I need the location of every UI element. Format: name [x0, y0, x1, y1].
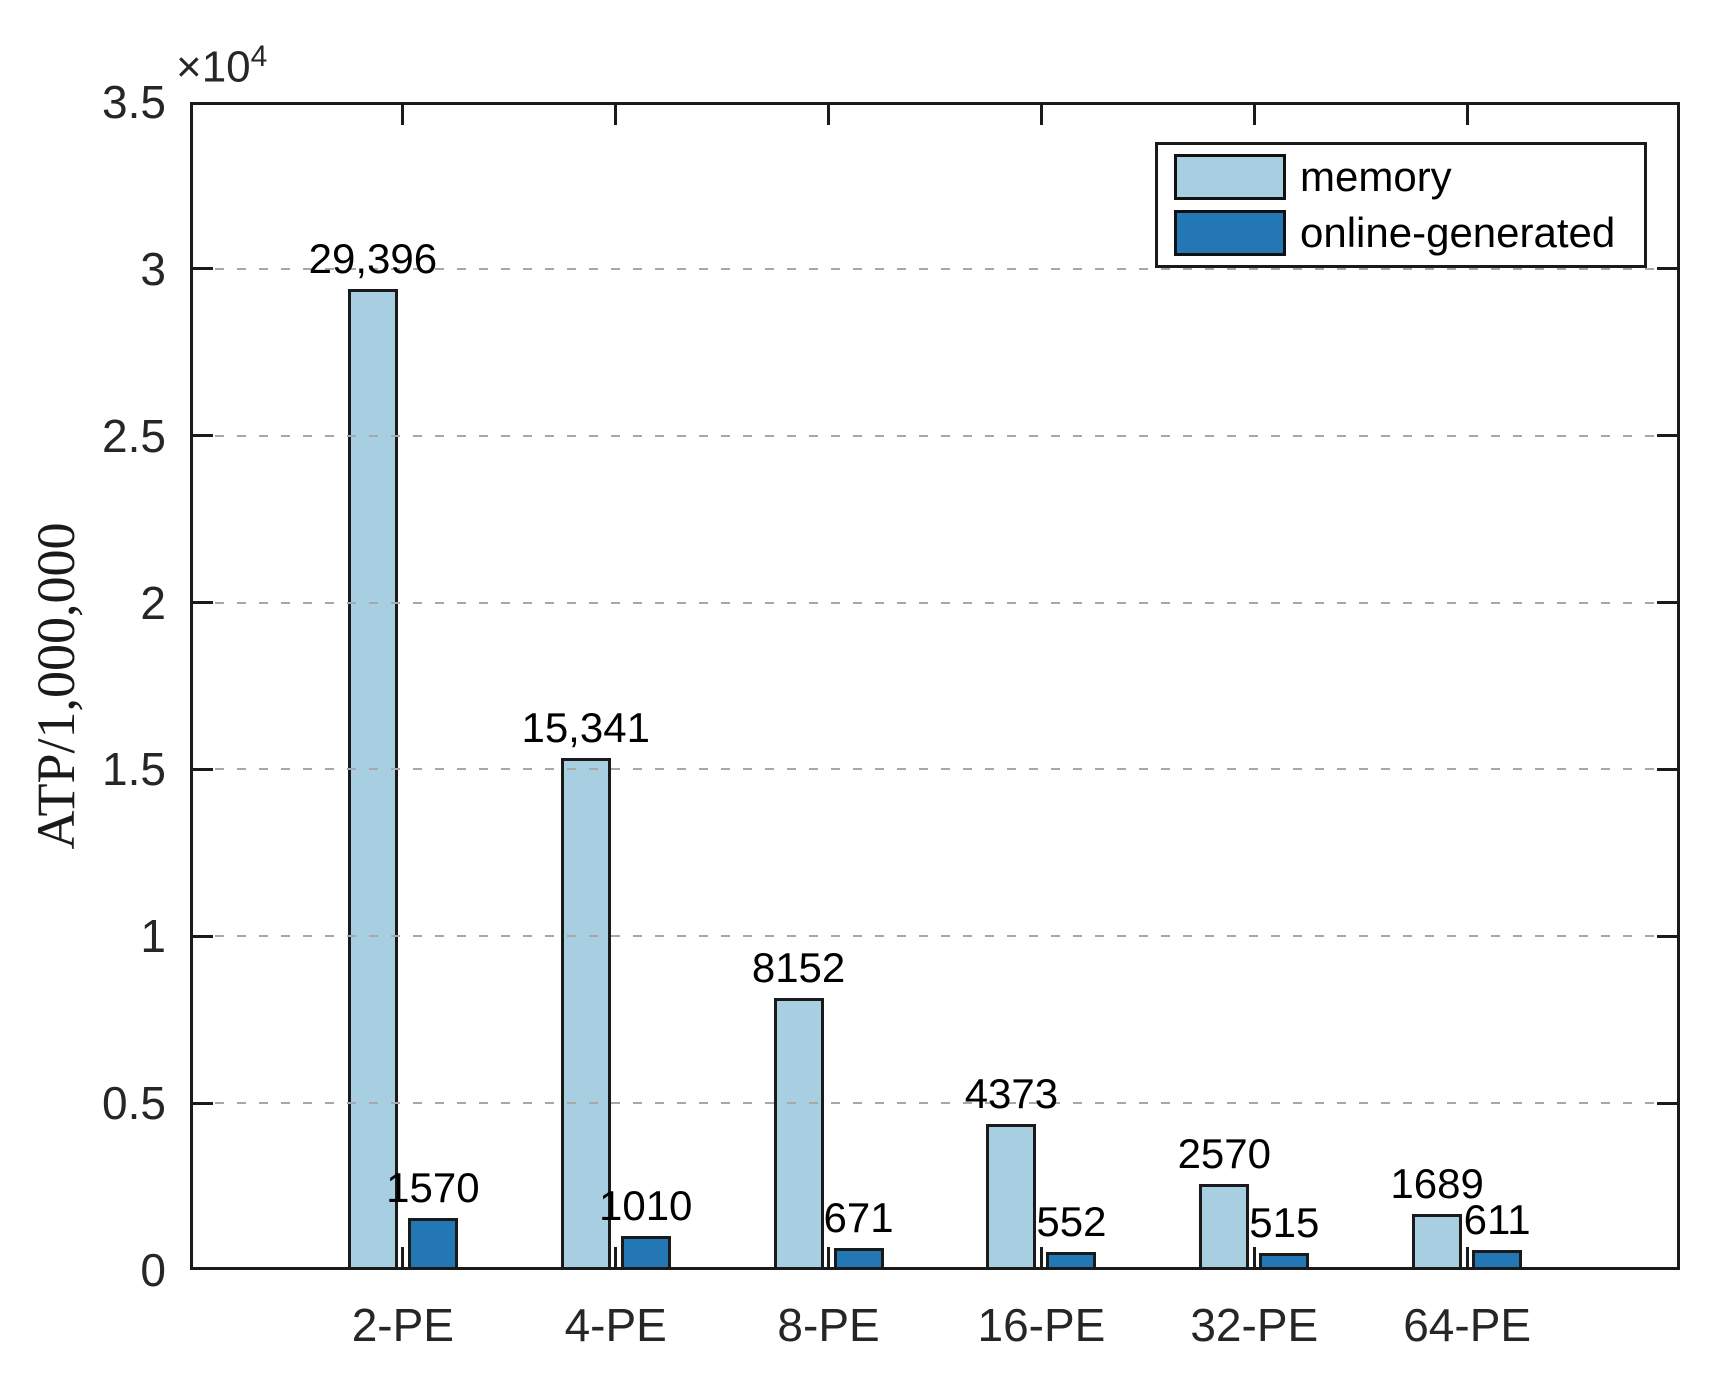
y-tick-left: [193, 267, 213, 271]
y-gridline: [193, 935, 1677, 938]
bar-value-label: 552: [1036, 1197, 1107, 1245]
legend-swatch-online-generated: [1174, 210, 1286, 256]
x-category-label: 8-PE: [777, 1299, 880, 1351]
y-tick-label: 3: [140, 242, 166, 295]
x-category-label: 32-PE: [1190, 1299, 1319, 1351]
y-gridline: [193, 267, 1677, 270]
y-tick-right: [1657, 267, 1677, 271]
y-gridline: [193, 1102, 1677, 1105]
x-tick-bottom: [827, 1247, 831, 1267]
y-axis-exponent-base: ×10: [176, 42, 251, 92]
y-tick-label: 1: [140, 910, 166, 963]
bar-memory-2-PE: [347, 289, 398, 1270]
y-axis-exponent-power: 4: [250, 40, 268, 73]
y-axis-title: ATP/1,000,000: [26, 522, 86, 850]
x-tick-top: [1039, 105, 1043, 125]
y-tick-left: [193, 434, 213, 438]
legend: memory online-generated: [1155, 142, 1647, 268]
bar-value-label: 1570: [386, 1163, 480, 1211]
y-tick-left: [193, 601, 213, 605]
bar-online-generated-4-PE: [620, 1236, 671, 1270]
x-tick-bottom: [1039, 1247, 1043, 1267]
bar-value-label: 1689: [1390, 1159, 1484, 1207]
y-tick-left: [193, 767, 213, 771]
y-tick-label: 2.5: [102, 409, 166, 462]
y-tick-left: [193, 934, 213, 938]
y-tick-label: 3.5: [102, 76, 166, 128]
bar-memory-4-PE: [560, 758, 611, 1270]
bar-memory-32-PE: [1199, 1184, 1250, 1270]
bar-value-label: 15,341: [521, 704, 650, 752]
y-tick-right: [1657, 601, 1677, 605]
legend-swatch-memory: [1174, 154, 1286, 200]
bar-value-label: 611: [1463, 1195, 1531, 1243]
y-gridline: [193, 434, 1677, 437]
legend-entry-online-generated: online-generated: [1174, 210, 1644, 256]
plot-area: [190, 102, 1680, 1270]
x-category-label: 16-PE: [977, 1299, 1106, 1351]
bar-value-label: 671: [823, 1193, 894, 1241]
bar-value-label: 4373: [964, 1070, 1059, 1118]
bar-value-label: 8152: [751, 943, 846, 991]
y-tick-right: [1657, 1101, 1677, 1105]
x-category-label: 64-PE: [1403, 1299, 1532, 1351]
bar-value-label: 515: [1249, 1198, 1320, 1246]
y-gridline: [193, 768, 1677, 771]
y-tick-right: [1657, 434, 1677, 438]
y-tick-right: [1657, 767, 1677, 771]
x-category-label: 2-PE: [351, 1299, 454, 1351]
y-gridline: [193, 601, 1677, 604]
y-tick-label: 0: [140, 1244, 166, 1296]
y-tick-label: 2: [140, 576, 166, 629]
y-tick-right: [1657, 934, 1677, 938]
legend-entry-memory: memory: [1174, 154, 1644, 200]
x-category-label: 4-PE: [564, 1299, 667, 1351]
y-tick-label: 1.5: [102, 743, 166, 796]
x-tick-bottom: [401, 1247, 405, 1267]
x-tick-bottom: [1252, 1247, 1256, 1267]
x-tick-top: [614, 105, 618, 125]
x-tick-bottom: [1465, 1247, 1469, 1267]
y-tick-left: [193, 1101, 213, 1105]
x-tick-bottom: [614, 1247, 618, 1267]
bar-value-label: 29,396: [308, 235, 438, 282]
x-tick-top: [401, 105, 405, 125]
legend-label-online-generated: online-generated: [1300, 209, 1616, 256]
x-tick-top: [1252, 105, 1256, 125]
y-tick-label: 0.5: [102, 1077, 166, 1130]
bar-value-label: 2570: [1177, 1130, 1271, 1178]
x-tick-top: [1465, 105, 1469, 125]
legend-label-memory: memory: [1300, 153, 1452, 200]
bar-value-label: 1010: [598, 1182, 693, 1230]
y-axis-exponent-label: ×104: [176, 40, 267, 93]
x-tick-top: [827, 105, 831, 125]
